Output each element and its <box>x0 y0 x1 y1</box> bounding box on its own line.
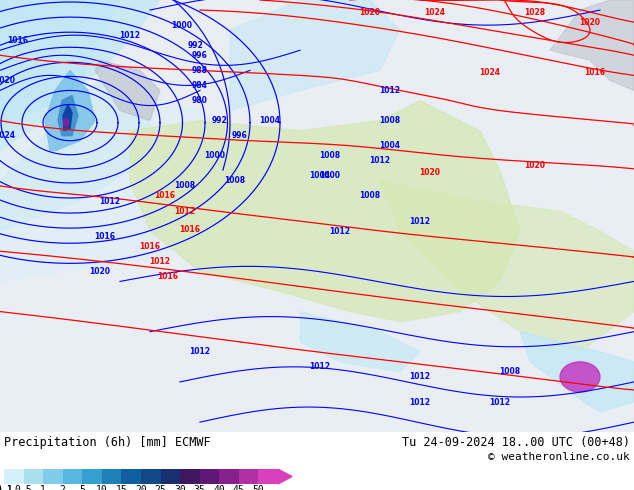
Bar <box>4 469 23 484</box>
Text: 1016: 1016 <box>94 232 115 241</box>
Text: 15: 15 <box>115 485 127 490</box>
Polygon shape <box>63 104 72 131</box>
Text: 1020: 1020 <box>579 18 600 26</box>
Bar <box>63 469 82 484</box>
Text: 1008: 1008 <box>174 181 195 191</box>
Bar <box>180 469 200 484</box>
Text: Precipitation (6h) [mm] ECMWF: Precipitation (6h) [mm] ECMWF <box>4 436 210 449</box>
Ellipse shape <box>63 119 68 126</box>
Text: 1016: 1016 <box>8 36 29 45</box>
Text: 984: 984 <box>192 81 208 90</box>
Text: 996: 996 <box>232 131 248 140</box>
Text: 1012: 1012 <box>150 257 171 266</box>
Text: 25: 25 <box>155 485 167 490</box>
Text: 1008: 1008 <box>224 176 245 185</box>
Text: 1012: 1012 <box>119 31 141 40</box>
Text: 5: 5 <box>79 485 85 490</box>
Text: 1: 1 <box>40 485 46 490</box>
Text: 0.1: 0.1 <box>0 485 13 490</box>
Bar <box>219 469 239 484</box>
Text: 1020: 1020 <box>524 161 545 171</box>
Bar <box>102 469 122 484</box>
Bar <box>43 469 63 484</box>
Text: 1008: 1008 <box>320 151 340 160</box>
Text: 1016: 1016 <box>155 192 176 200</box>
Text: 0.1: 0.1 <box>0 485 13 490</box>
Bar <box>200 469 219 484</box>
Text: 1016: 1016 <box>139 242 160 251</box>
Bar <box>141 469 160 484</box>
Text: 1000: 1000 <box>205 151 226 160</box>
Text: Tu 24-09-2024 18..00 UTC (00+48): Tu 24-09-2024 18..00 UTC (00+48) <box>402 436 630 449</box>
Text: 45: 45 <box>233 485 245 490</box>
Text: 10: 10 <box>96 485 108 490</box>
Polygon shape <box>0 0 160 141</box>
Polygon shape <box>278 469 292 484</box>
Text: 1020: 1020 <box>0 76 15 85</box>
Text: 996: 996 <box>192 51 208 60</box>
Text: 1008: 1008 <box>500 368 521 376</box>
Text: 992: 992 <box>187 41 203 49</box>
Bar <box>160 469 180 484</box>
Text: © weatheronline.co.uk: © weatheronline.co.uk <box>488 452 630 462</box>
Text: 1024: 1024 <box>425 7 446 17</box>
Polygon shape <box>0 80 160 231</box>
Text: 988: 988 <box>192 66 208 75</box>
Polygon shape <box>550 0 634 91</box>
Bar <box>259 469 278 484</box>
Text: 1016: 1016 <box>179 224 200 234</box>
Polygon shape <box>58 96 78 136</box>
Text: 1012: 1012 <box>309 362 330 371</box>
Text: 1004: 1004 <box>380 141 401 150</box>
Bar <box>23 469 43 484</box>
Text: 50: 50 <box>252 485 264 490</box>
Polygon shape <box>0 0 120 151</box>
Polygon shape <box>130 100 520 321</box>
Text: 1012: 1012 <box>190 347 210 356</box>
Text: 1016: 1016 <box>585 68 605 77</box>
Text: 992: 992 <box>212 116 228 125</box>
Polygon shape <box>95 60 160 121</box>
Polygon shape <box>300 312 420 372</box>
Text: 1024: 1024 <box>479 68 500 77</box>
Text: 1016: 1016 <box>157 272 179 281</box>
Text: 1008: 1008 <box>359 192 380 200</box>
Bar <box>239 469 259 484</box>
Text: 1000: 1000 <box>172 21 193 29</box>
Polygon shape <box>520 332 634 412</box>
Text: 1020: 1020 <box>420 169 441 177</box>
Text: 1012: 1012 <box>174 207 195 216</box>
Text: 1012: 1012 <box>100 196 120 205</box>
Text: 1004: 1004 <box>259 116 280 125</box>
Text: 2: 2 <box>60 485 66 490</box>
Text: 1012: 1012 <box>370 156 391 165</box>
Text: 1012: 1012 <box>489 397 510 407</box>
Text: 1004: 1004 <box>309 172 330 180</box>
Polygon shape <box>45 71 95 151</box>
Ellipse shape <box>560 362 600 392</box>
Text: 1012: 1012 <box>410 217 430 225</box>
Text: 1020: 1020 <box>89 267 110 276</box>
Text: 30: 30 <box>174 485 186 490</box>
Text: 1020: 1020 <box>359 7 380 17</box>
Text: 40: 40 <box>214 485 225 490</box>
Polygon shape <box>380 181 634 352</box>
Text: 20: 20 <box>135 485 147 490</box>
Text: 1012: 1012 <box>410 397 430 407</box>
Text: 35: 35 <box>194 485 205 490</box>
Polygon shape <box>0 80 300 281</box>
Text: 1028: 1028 <box>524 7 546 17</box>
Text: 1024: 1024 <box>0 131 15 140</box>
Polygon shape <box>230 0 400 111</box>
Text: 980: 980 <box>192 96 208 105</box>
Text: 1012: 1012 <box>410 372 430 381</box>
Text: 0.5: 0.5 <box>15 485 32 490</box>
Text: 1000: 1000 <box>320 172 340 180</box>
Text: 1012: 1012 <box>380 86 401 95</box>
Bar <box>122 469 141 484</box>
Text: 1008: 1008 <box>379 116 401 125</box>
Bar <box>82 469 102 484</box>
Text: 1012: 1012 <box>330 227 351 236</box>
